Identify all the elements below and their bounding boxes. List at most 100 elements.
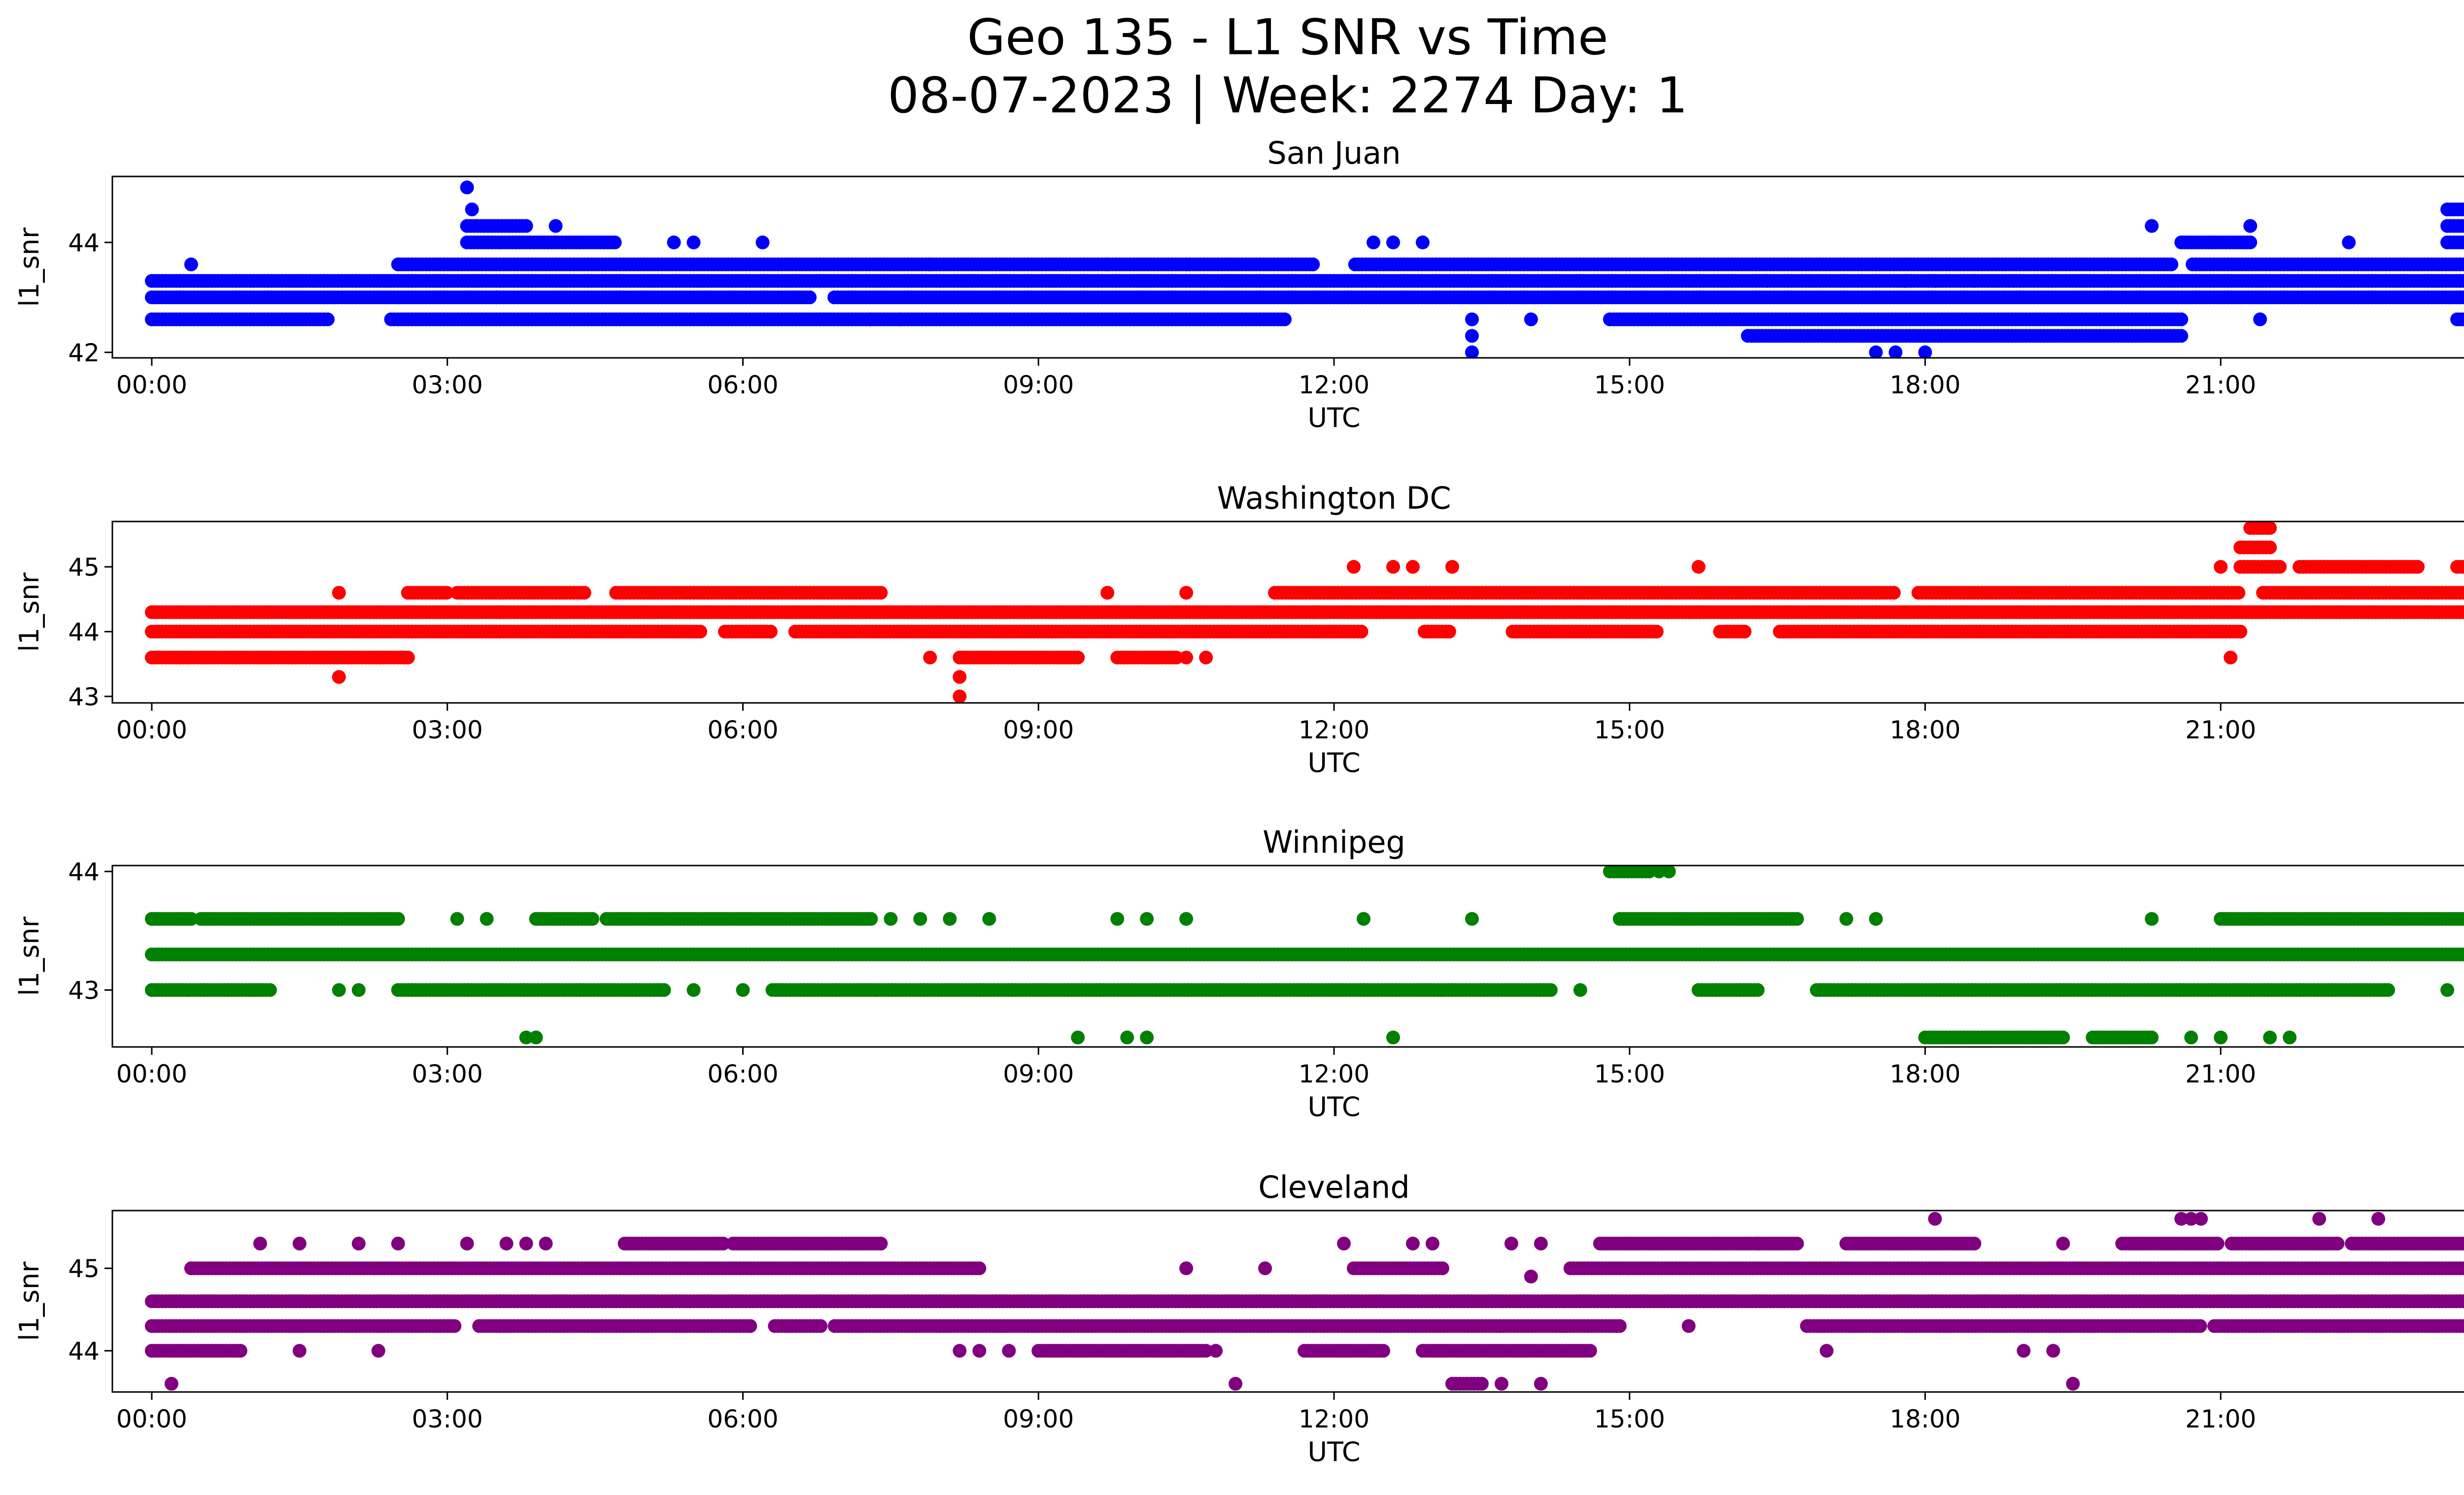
data-point [2460, 606, 2464, 619]
data-point [686, 235, 701, 249]
data-point [1887, 586, 1901, 600]
data-point [548, 219, 563, 233]
data-point [2263, 522, 2277, 535]
data-point [1100, 586, 1115, 600]
data-point [1928, 274, 1942, 288]
data-point [2461, 237, 2464, 248]
data-point [2224, 651, 2238, 664]
y-tick-label: 44 [68, 618, 100, 646]
data-point [1278, 312, 1292, 326]
x-tick-label: 21:00 [2185, 371, 2256, 399]
data-point [2263, 540, 2277, 555]
data-point [2164, 257, 2179, 272]
data-point [2460, 291, 2464, 304]
figure-title-line1: Geo 135 - L1 SNR vs Time [967, 8, 1608, 66]
data-point [953, 689, 967, 703]
data-point [1691, 560, 1706, 574]
data-point [803, 290, 817, 305]
data-point [460, 180, 474, 195]
data-point [1738, 625, 1752, 639]
data-point [1306, 257, 1320, 272]
data-point [2460, 587, 2464, 599]
data-point [1354, 625, 1369, 639]
y-tick-label: 44 [68, 229, 100, 257]
data-point [755, 235, 770, 249]
data-point [2231, 586, 2246, 600]
data-point [1465, 345, 1479, 358]
data-point [1179, 257, 1194, 272]
subplot-2: Washington DC 00:00 03:00 06:00 09:00 12:00 15… [14, 480, 2464, 778]
figure-title-line2: 08-07-2023 | Week: 2274 Day: 1 [888, 67, 1687, 124]
data-point [1465, 329, 1479, 343]
data-point [923, 257, 937, 272]
data-point [332, 670, 346, 684]
x-tick-label: 03:00 [412, 716, 483, 744]
data-point [2342, 235, 2356, 249]
data-point [440, 586, 454, 600]
x-tick-label: 18:00 [1889, 371, 1960, 399]
scatter-points [145, 522, 2464, 703]
x-tick-label: 15:00 [1594, 371, 1665, 399]
x-tick-label: 03:00 [412, 371, 483, 399]
data-point [1898, 274, 1913, 288]
data-point [321, 312, 335, 326]
x-tick-label: 12:00 [1299, 371, 1369, 399]
data-point [1442, 625, 1456, 639]
data-point [2233, 625, 2248, 639]
x-tick-label: 09:00 [1003, 716, 1074, 744]
data-point [2007, 274, 2021, 288]
subplots: San Juan 00:00 03:00 06:00 09:00 12:00 15:00 18… [14, 135, 2464, 1467]
data-point [923, 651, 937, 664]
data-point [2461, 561, 2464, 573]
data-point [489, 290, 504, 305]
x-tick-label: 06:00 [707, 716, 778, 744]
data-point [1179, 651, 1194, 664]
data-point [1869, 345, 1883, 358]
data-point [332, 586, 346, 600]
y-tick-label: 43 [68, 683, 100, 711]
data-point [1465, 312, 1479, 326]
x-tick-label: 12:00 [1299, 716, 1369, 744]
data-point [2145, 219, 2159, 233]
y-axis-label: l1_snr [14, 572, 45, 652]
data-point [2461, 220, 2464, 232]
data-point [693, 625, 708, 639]
data-point [2411, 560, 2425, 574]
data-point [2273, 560, 2287, 574]
x-tick-label: 21:00 [2185, 716, 2256, 744]
scatter-points [145, 180, 2464, 358]
subplot-title: Washington DC [1217, 480, 1451, 516]
data-point [1524, 312, 1538, 326]
x-tick-label: 09:00 [1003, 371, 1074, 399]
x-tick-label: 00:00 [116, 716, 187, 744]
data-point [2243, 235, 2258, 249]
data-point [519, 219, 533, 233]
y-tick-label: 42 [68, 339, 100, 367]
scatter-points [145, 866, 2464, 1044]
data-point [1445, 560, 1459, 574]
data-point [953, 670, 967, 684]
data-point [2214, 560, 2228, 574]
x-tick-label: 18:00 [1889, 716, 1960, 744]
data-point [1347, 560, 1361, 574]
data-point [1622, 257, 1637, 272]
data-point [1169, 651, 1184, 664]
data-point [893, 312, 908, 326]
data-point [2461, 204, 2464, 215]
x-tick-label: 06:00 [707, 371, 778, 399]
subplot-title: San Juan [1267, 135, 1401, 171]
data-point [2461, 313, 2464, 325]
y-axis-label: l1_snr [14, 227, 45, 307]
x-tick-label: 15:00 [1594, 716, 1665, 744]
data-point [864, 312, 878, 326]
data-point [1071, 651, 1085, 664]
x-axis-label: UTC [1307, 402, 1360, 433]
data-point [1415, 235, 1430, 249]
data-point [2174, 312, 2189, 326]
data-point [1967, 274, 1982, 288]
data-point [1199, 651, 1213, 664]
